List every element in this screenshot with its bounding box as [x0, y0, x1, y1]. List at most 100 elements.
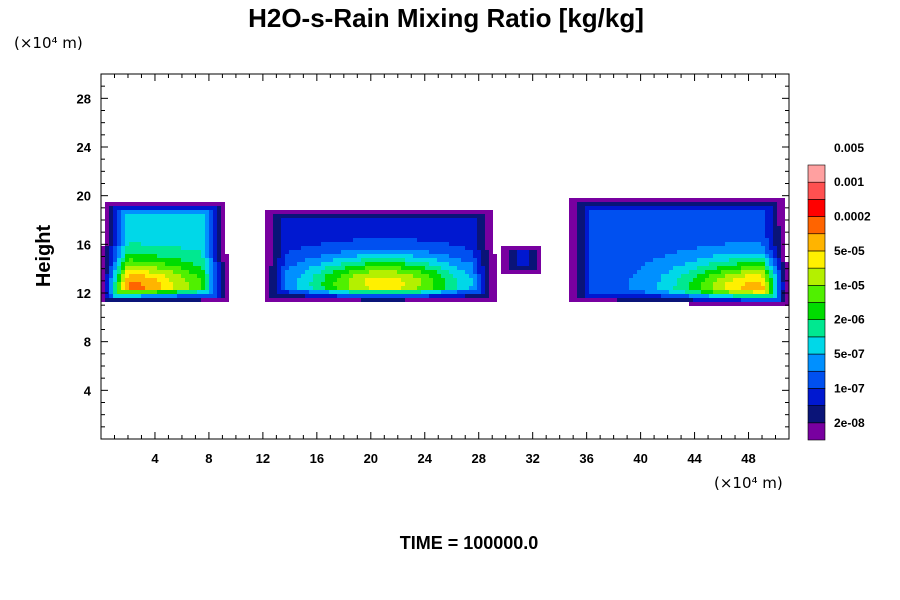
- contour-cell: [713, 238, 717, 242]
- contour-cell: [705, 286, 709, 290]
- contour-cell: [665, 274, 669, 278]
- contour-cell: [381, 254, 385, 258]
- contour-cell: [597, 266, 601, 270]
- contour-cell: [693, 302, 697, 306]
- contour-cell: [689, 262, 693, 266]
- contour-cell: [725, 270, 729, 274]
- contour-cell: [777, 210, 781, 214]
- contour-cell: [353, 258, 357, 262]
- contour-cell: [265, 290, 269, 294]
- contour-cell: [581, 234, 585, 238]
- contour-cell: [429, 290, 433, 294]
- contour-cell: [173, 202, 177, 206]
- contour-cell: [733, 294, 737, 298]
- contour-cell: [385, 290, 389, 294]
- contour-cell: [101, 298, 105, 302]
- contour-cell: [197, 282, 201, 286]
- contour-cell: [589, 214, 593, 218]
- contour-cell: [769, 242, 773, 246]
- contour-cell: [273, 246, 277, 250]
- contour-cell: [473, 222, 477, 226]
- contour-cell: [105, 210, 109, 214]
- contour-cell: [737, 302, 741, 306]
- contour-cell: [217, 246, 221, 250]
- contour-cell: [477, 226, 481, 230]
- contour-cell: [277, 230, 281, 234]
- contour-cell: [193, 250, 197, 254]
- contour-cell: [373, 270, 377, 274]
- contour-cell: [269, 250, 273, 254]
- contour-cell: [741, 274, 745, 278]
- contour-cell: [173, 298, 177, 302]
- contour-cell: [669, 274, 673, 278]
- contour-cell: [781, 258, 785, 262]
- contour-cell: [417, 218, 421, 222]
- contour-cell: [169, 234, 173, 238]
- contour-cell: [601, 250, 605, 254]
- contour-cell: [385, 274, 389, 278]
- contour-cell: [445, 214, 449, 218]
- contour-cell: [605, 210, 609, 214]
- colorbar-swatch: [807, 388, 826, 406]
- contour-cell: [669, 242, 673, 246]
- contour-cell: [637, 274, 641, 278]
- contour-cell: [197, 202, 201, 206]
- contour-cell: [781, 250, 785, 254]
- contour-cell: [713, 210, 717, 214]
- contour-cell: [185, 298, 189, 302]
- contour-cell: [581, 262, 585, 266]
- colorbar-swatch: [807, 181, 826, 200]
- contour-cell: [317, 214, 321, 218]
- contour-cell: [345, 286, 349, 290]
- contour-cell: [121, 282, 125, 286]
- contour-cell: [633, 214, 637, 218]
- contour-cell: [429, 242, 433, 246]
- contour-cell: [365, 258, 369, 262]
- contour-cell: [701, 218, 705, 222]
- contour-cell: [645, 258, 649, 262]
- contour-cell: [425, 218, 429, 222]
- contour-cell: [141, 298, 145, 302]
- contour-cell: [129, 222, 133, 226]
- contour-cell: [149, 210, 153, 214]
- contour-cell: [293, 286, 297, 290]
- contour-cell: [721, 282, 725, 286]
- x-tick-label: 16: [310, 451, 324, 466]
- contour-cell: [605, 230, 609, 234]
- contour-cell: [705, 298, 709, 302]
- contour-cell: [729, 222, 733, 226]
- contour-cell: [121, 294, 125, 298]
- contour-cell: [449, 250, 453, 254]
- contour-cell: [585, 218, 589, 222]
- contour-cell: [313, 290, 317, 294]
- contour-cell: [509, 250, 513, 254]
- contour-cell: [649, 274, 653, 278]
- contour-cell: [225, 290, 229, 294]
- contour-cell: [301, 222, 305, 226]
- contour-cell: [689, 282, 693, 286]
- contour-cell: [321, 234, 325, 238]
- contour-cell: [309, 238, 313, 242]
- x-tick-label: 32: [525, 451, 539, 466]
- contour-cell: [197, 266, 201, 270]
- contour-cell: [157, 250, 161, 254]
- contour-cell: [145, 206, 149, 210]
- contour-cell: [469, 254, 473, 258]
- contour-cell: [473, 266, 477, 270]
- contour-cell: [685, 270, 689, 274]
- contour-cell: [469, 222, 473, 226]
- contour-cell: [109, 266, 113, 270]
- contour-cell: [625, 294, 629, 298]
- contour-cell: [449, 258, 453, 262]
- contour-cell: [593, 230, 597, 234]
- contour-cell: [597, 262, 601, 266]
- contour-cell: [457, 254, 461, 258]
- contour-cell: [685, 242, 689, 246]
- contour-cell: [781, 230, 785, 234]
- contour-cell: [289, 266, 293, 270]
- contour-cell: [217, 294, 221, 298]
- contour-cell: [785, 294, 789, 298]
- contour-cell: [153, 230, 157, 234]
- contour-cell: [609, 266, 613, 270]
- contour-cell: [697, 254, 701, 258]
